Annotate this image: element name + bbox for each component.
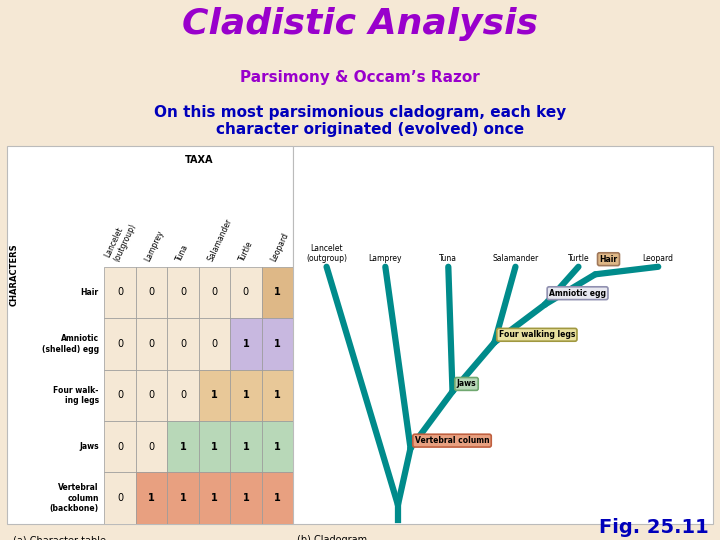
Text: Jaws: Jaws xyxy=(79,442,99,451)
Text: 1: 1 xyxy=(274,339,281,349)
Text: Turtle: Turtle xyxy=(567,254,589,263)
Text: 0: 0 xyxy=(211,287,217,298)
Bar xyxy=(261,267,293,318)
Text: 0: 0 xyxy=(180,390,186,400)
Text: CHARACTERS: CHARACTERS xyxy=(10,243,19,306)
Bar xyxy=(167,421,199,472)
Text: 0: 0 xyxy=(148,339,155,349)
Text: Hair: Hair xyxy=(81,288,99,297)
Bar xyxy=(136,318,167,369)
Text: 1: 1 xyxy=(243,390,249,400)
Bar xyxy=(104,421,136,472)
Bar xyxy=(136,472,167,524)
Bar xyxy=(230,369,261,421)
Bar xyxy=(104,318,136,369)
Bar xyxy=(199,421,230,472)
Text: 0: 0 xyxy=(117,390,123,400)
Text: 0: 0 xyxy=(180,287,186,298)
Text: Vertebral
column
(backbone): Vertebral column (backbone) xyxy=(50,483,99,513)
Bar xyxy=(261,318,293,369)
Text: 0: 0 xyxy=(148,442,155,451)
Bar xyxy=(230,421,261,472)
Text: 0: 0 xyxy=(117,442,123,451)
Text: 0: 0 xyxy=(148,287,155,298)
Text: 0: 0 xyxy=(211,339,217,349)
Bar xyxy=(199,267,230,318)
Bar xyxy=(261,472,293,524)
Text: Jaws: Jaws xyxy=(456,380,477,388)
Text: 1: 1 xyxy=(179,493,186,503)
Text: 1: 1 xyxy=(243,442,249,451)
Text: 0: 0 xyxy=(117,493,123,503)
Text: On this most parsimonious cladogram, each key
    character originated (evolved): On this most parsimonious cladogram, eac… xyxy=(154,105,566,137)
Text: 0: 0 xyxy=(243,287,249,298)
Text: Tuna: Tuna xyxy=(175,243,191,263)
Text: 1: 1 xyxy=(274,442,281,451)
Text: TAXA: TAXA xyxy=(184,156,213,165)
Bar xyxy=(230,472,261,524)
Bar xyxy=(199,472,230,524)
Text: Fig. 25.11: Fig. 25.11 xyxy=(600,518,709,537)
Text: 1: 1 xyxy=(243,339,249,349)
Text: Lancelet
(outgroup): Lancelet (outgroup) xyxy=(306,244,347,263)
Text: Cladistic Analysis: Cladistic Analysis xyxy=(182,7,538,41)
Bar xyxy=(199,318,230,369)
Bar xyxy=(136,267,167,318)
Text: 0: 0 xyxy=(148,390,155,400)
Bar xyxy=(167,369,199,421)
Text: Salamander: Salamander xyxy=(492,254,539,263)
Text: Leopard: Leopard xyxy=(643,254,674,263)
Text: Parsimony & Occam’s Razor: Parsimony & Occam’s Razor xyxy=(240,70,480,85)
Bar xyxy=(230,267,261,318)
Text: 1: 1 xyxy=(274,390,281,400)
Text: Amniotic egg: Amniotic egg xyxy=(549,289,606,298)
Text: 1: 1 xyxy=(211,493,217,503)
Bar xyxy=(167,267,199,318)
Bar xyxy=(167,318,199,369)
Bar xyxy=(136,421,167,472)
Text: Lamprey: Lamprey xyxy=(369,254,402,263)
Bar xyxy=(199,369,230,421)
Text: Turtle: Turtle xyxy=(238,240,255,263)
Bar xyxy=(136,369,167,421)
Text: 1: 1 xyxy=(274,287,281,298)
Text: 1: 1 xyxy=(274,493,281,503)
Bar xyxy=(104,267,136,318)
Text: 0: 0 xyxy=(117,287,123,298)
Bar xyxy=(104,369,136,421)
Text: Four walking legs: Four walking legs xyxy=(499,330,575,339)
Text: Lamprey: Lamprey xyxy=(143,229,166,263)
Text: (a) Character table: (a) Character table xyxy=(13,535,106,540)
Text: 1: 1 xyxy=(179,442,186,451)
Bar xyxy=(167,472,199,524)
Text: Four walk-
ing legs: Four walk- ing legs xyxy=(53,386,99,405)
Bar xyxy=(104,472,136,524)
Text: 0: 0 xyxy=(117,339,123,349)
Text: Hair: Hair xyxy=(600,255,618,264)
Text: Amniotic
(shelled) egg: Amniotic (shelled) egg xyxy=(42,334,99,354)
Text: Vertebral column: Vertebral column xyxy=(415,436,490,445)
Text: Tuna: Tuna xyxy=(439,254,457,263)
Bar xyxy=(261,369,293,421)
Text: (b) Cladogram: (b) Cladogram xyxy=(297,535,367,540)
Text: Salamander: Salamander xyxy=(206,217,234,263)
Bar xyxy=(261,421,293,472)
Text: Lancelet
(outgroup): Lancelet (outgroup) xyxy=(102,218,138,263)
Text: 1: 1 xyxy=(211,390,217,400)
Text: 1: 1 xyxy=(211,442,217,451)
Text: 0: 0 xyxy=(180,339,186,349)
Bar xyxy=(230,318,261,369)
Text: 1: 1 xyxy=(148,493,155,503)
Text: Leopard: Leopard xyxy=(269,231,290,263)
Text: 1: 1 xyxy=(243,493,249,503)
